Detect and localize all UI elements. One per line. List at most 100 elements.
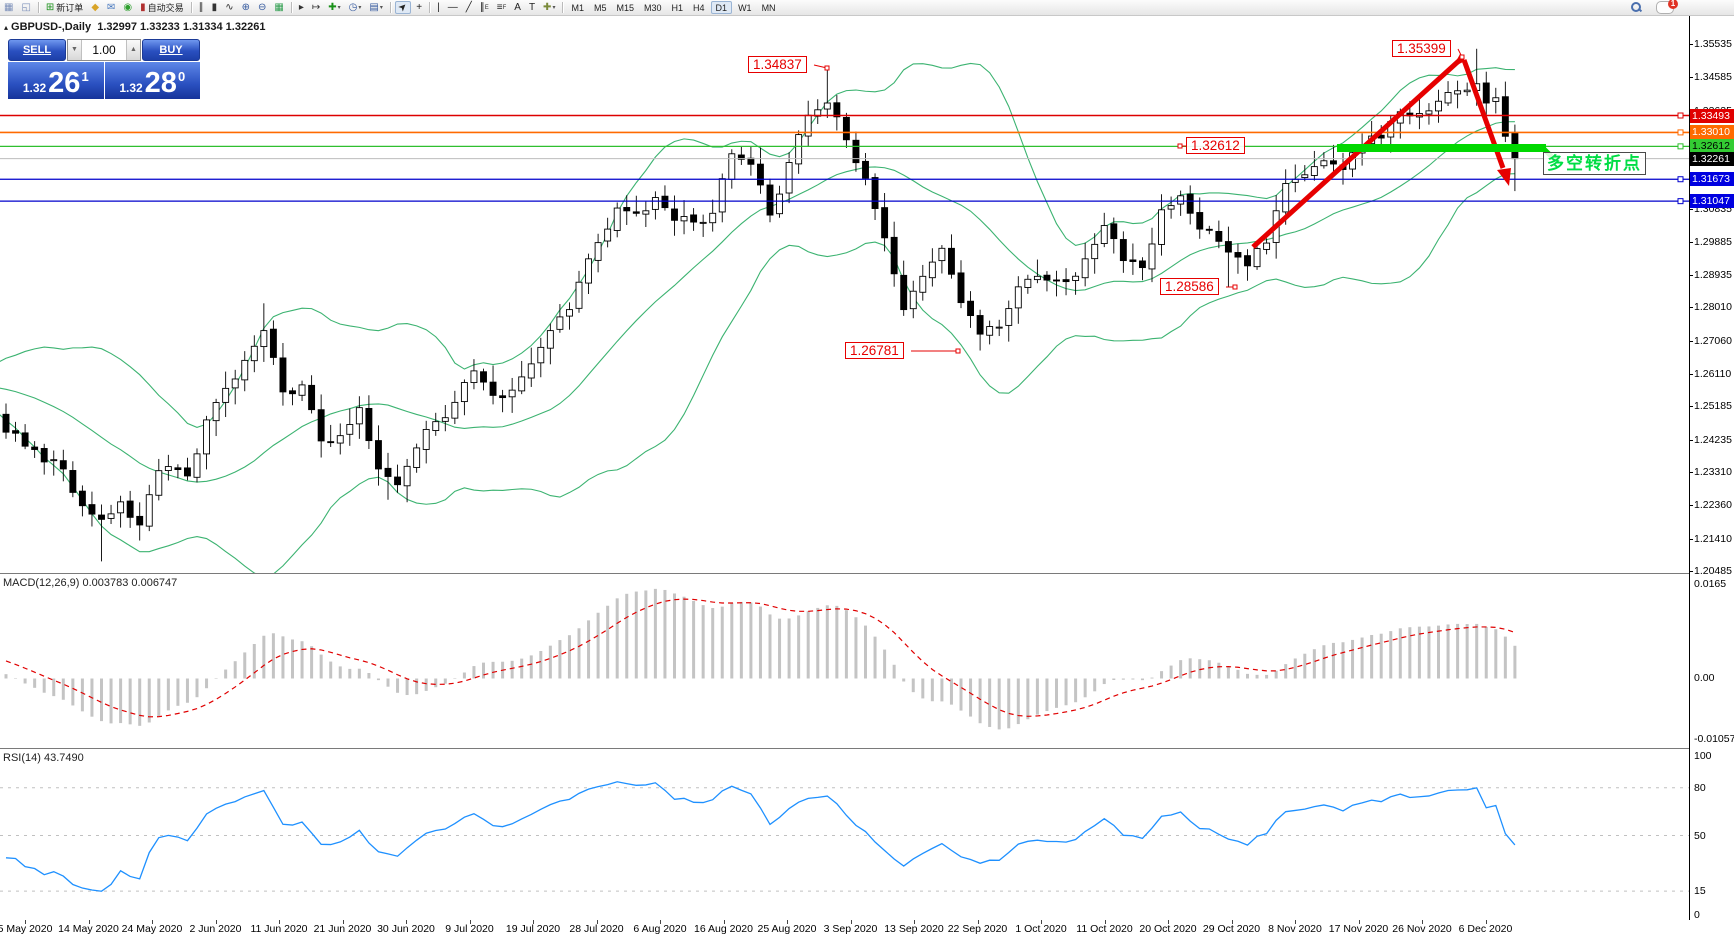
main-toolbar: ▦ ◱ ⊞ 新订单 ◆ ✉ ◉ ▮ 自动交易 ∥ ▮ ∿ ⊕ ⊖ ▦ ▸ ↦ ✚ ▾ ◷ ▾ ▤ ▾ ➤ + | — ╱ ∥ E ≡ F A T ✚… <box>0 0 1734 16</box>
market-icon[interactable]: ✉ <box>104 1 118 14</box>
indicators-icon[interactable]: ✚ ▾ <box>328 2 341 13</box>
volume-decrease-button[interactable]: ▼ <box>68 40 82 60</box>
date-label: 5 May 2020 <box>0 923 53 935</box>
notification-badge: 1 <box>1668 0 1678 9</box>
price-tick-label: 1.26110 <box>1694 368 1732 381</box>
price-tick-dash <box>1689 374 1693 376</box>
date-tick <box>1104 920 1106 924</box>
metaeditor-icon[interactable]: ◆ <box>88 1 102 14</box>
sell-button[interactable]: SELL <box>8 39 66 61</box>
volume-increase-button[interactable]: ▲ <box>126 40 140 60</box>
candlestick-icon: ▮ <box>211 2 218 13</box>
date-tick <box>850 920 852 924</box>
price-tick-dash <box>1689 275 1693 277</box>
data-window-icon[interactable]: ◱ <box>18 1 33 14</box>
timeframe-m5[interactable]: M5 <box>593 2 607 13</box>
pane-separator[interactable] <box>0 748 1689 750</box>
trend-line-up[interactable] <box>1251 56 1464 249</box>
volume-value[interactable]: 1.00 <box>92 43 116 57</box>
buy-button[interactable]: BUY <box>142 39 200 61</box>
volume-stepper[interactable]: ▼ 1.00 ▲ <box>67 39 141 61</box>
date-label: 25 Aug 2020 <box>757 923 817 935</box>
new-order-icon[interactable]: ⊞ 新订单 <box>43 1 86 14</box>
templates-icon: ▤ <box>369 2 379 13</box>
zoom-in-icon: ⊕ <box>241 2 250 13</box>
timeframe-d1[interactable]: D1 <box>710 1 733 14</box>
templates-icon[interactable]: ▤ ▾ <box>369 2 383 13</box>
arrows-icon[interactable]: ✚ ▾ <box>543 2 556 13</box>
rsi-pane[interactable] <box>0 750 1689 920</box>
chat-icon[interactable]: 1 <box>1656 0 1678 14</box>
date-label: 14 May 2020 <box>58 923 119 935</box>
date-tick <box>152 920 153 924</box>
autotrading-icon[interactable]: ▮ 自动交易 <box>137 1 187 14</box>
horizontal-line-icon[interactable]: — <box>445 1 461 14</box>
cursor-icon[interactable]: ➤ <box>394 1 412 14</box>
pane-separator[interactable] <box>0 573 1689 575</box>
price-tick-dash <box>1689 77 1693 79</box>
line-chart-icon[interactable]: ∿ <box>222 1 236 14</box>
chart-shift-icon[interactable]: ↦ <box>309 1 323 14</box>
timeframe-h1[interactable]: H1 <box>671 2 684 13</box>
date-tick <box>787 920 788 924</box>
buy-price[interactable]: 1.32 28 0 <box>104 62 200 99</box>
signals-icon: ◉ <box>123 2 133 13</box>
timeframe-m1[interactable]: M1 <box>571 2 584 13</box>
auto-scroll-icon[interactable]: ▸ <box>296 1 307 14</box>
sell-price[interactable]: 1.32 26 1 <box>8 62 104 99</box>
level-handle[interactable] <box>1677 176 1684 183</box>
date-label: 26 Nov 2020 <box>1392 923 1452 935</box>
level-handle[interactable] <box>1677 112 1684 119</box>
label-icon: T <box>528 2 536 13</box>
macd-pane[interactable] <box>0 575 1689 748</box>
text-icon[interactable]: A <box>511 1 524 14</box>
timeframe-w1[interactable]: W1 <box>738 2 752 13</box>
vertical-line-icon[interactable]: | <box>434 1 443 14</box>
symbol-title: GBPUSD-,Daily <box>11 21 92 33</box>
collapse-icon[interactable]: ▴ <box>4 23 9 32</box>
auto-scroll-icon: ▸ <box>298 2 304 13</box>
date-label: 9 Jul 2020 <box>445 923 494 935</box>
trendline-icon[interactable]: ╱ <box>463 1 475 14</box>
level-handle[interactable] <box>1677 129 1684 136</box>
price-annotation[interactable]: 1.34837 <box>748 56 807 73</box>
date-tick <box>660 920 661 924</box>
note-annotation[interactable]: 多空转折点 <box>1543 152 1646 175</box>
channel-icon: ∥ <box>479 2 485 13</box>
chart-window-icon: ▦ <box>4 2 14 13</box>
crosshair-icon: + <box>416 2 423 13</box>
price-level-badge: 1.31673 <box>1690 172 1734 187</box>
fibonacci-icon[interactable]: ≡ F <box>496 2 507 13</box>
price-tick-dash <box>1689 570 1693 572</box>
tile-windows-icon[interactable]: ▦ <box>271 1 286 14</box>
timeframe-m30[interactable]: M30 <box>644 2 662 13</box>
timeframe-m15[interactable]: M15 <box>616 2 634 13</box>
rsi-scale-label: 80 <box>1694 781 1706 794</box>
chart-ohlc-title: ▴ GBPUSD-,Daily 1.32997 1.33233 1.31334 1… <box>4 21 265 33</box>
signals-icon[interactable]: ◉ <box>120 1 135 14</box>
channel-icon[interactable]: ∥ E <box>479 2 489 13</box>
date-label: 1 Oct 2020 <box>1015 923 1067 935</box>
zoom-in-icon[interactable]: ⊕ <box>239 1 253 14</box>
date-axis[interactable]: 5 May 2020 14 May 2020 24 May 2020 2 Jun 20… <box>0 920 1689 937</box>
vertical-line-icon: | <box>437 2 440 13</box>
periods-icon[interactable]: ◷ ▾ <box>348 2 362 13</box>
level-handle[interactable] <box>1677 143 1684 150</box>
search-icon[interactable] <box>1631 2 1643 13</box>
level-handle[interactable] <box>1677 198 1684 205</box>
timeframe-mn[interactable]: MN <box>761 2 776 13</box>
price-annotation[interactable]: 1.35399 <box>1392 40 1451 57</box>
timeframe-h4[interactable]: H4 <box>693 2 705 13</box>
chart-window-icon[interactable]: ▦ <box>1 1 16 14</box>
ohlc-bars-icon[interactable]: ∥ <box>196 1 207 14</box>
price-annotation[interactable]: 1.26781 <box>845 342 904 359</box>
candlestick-icon[interactable]: ▮ <box>209 1 221 14</box>
crosshair-icon[interactable]: + <box>413 1 425 14</box>
price-annotation[interactable]: 1.28586 <box>1160 278 1219 295</box>
label-icon[interactable]: T <box>526 1 538 14</box>
price-annotation[interactable]: 1.32612 <box>1186 137 1245 154</box>
arrow-down-icon[interactable] <box>1497 168 1511 186</box>
zoom-out-icon[interactable]: ⊖ <box>255 1 269 14</box>
price-chart[interactable] <box>0 16 1689 573</box>
